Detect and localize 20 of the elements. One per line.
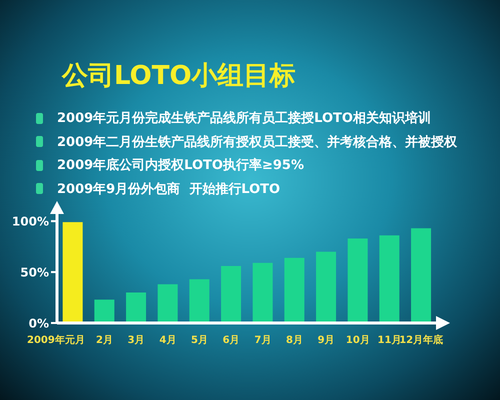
chart-title: 公司LOTO小组目标 — [62, 60, 296, 93]
x-tick-label: 11月 — [378, 335, 402, 346]
text: 2009年9月份外包商 开始推行LOTO — [57, 180, 280, 198]
x-tick-label: 8月 — [286, 335, 303, 346]
x-tick-label: 2009年元月 — [26, 334, 85, 346]
y-tick-label: 100% — [12, 214, 49, 228]
x-tick-label: 5月 — [191, 335, 208, 346]
y-tick-label: 0% — [28, 316, 49, 330]
x-tick-label: 9月 — [318, 335, 335, 346]
x-tick-label: 2月 — [96, 335, 113, 346]
x-tick-label: 10月 — [346, 335, 370, 346]
x-tick-label: 3月 — [128, 335, 145, 346]
text: 2009年二月份生铁产品线所有授权员工接受、并考核合格、并被授权 — [57, 134, 458, 150]
x-tick-label: 12月年底 — [399, 334, 444, 346]
y-tick-label: 50% — [20, 265, 49, 280]
text: 2009年底公司内授权LOTO执行率≥95% — [57, 156, 304, 174]
x-tick-label: 7月 — [254, 335, 272, 346]
x-tick-label: 6月 — [222, 335, 240, 346]
x-tick-label: 4月 — [159, 335, 176, 346]
text: 2009年元月份完成生铁产品线所有员工接授LOTO相关知识培训 — [57, 110, 431, 127]
